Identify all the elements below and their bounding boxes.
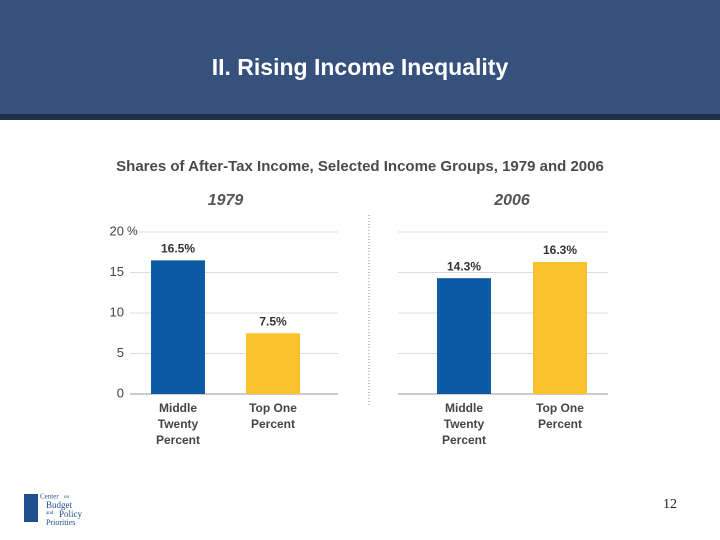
- x-tick-label: Percent: [156, 433, 200, 447]
- y-unit: %: [127, 224, 138, 238]
- value-label: 7.5%: [259, 314, 287, 328]
- bar: [151, 260, 205, 394]
- logo-icon: [24, 494, 38, 522]
- logo-text: Budget: [46, 500, 72, 510]
- bar: [437, 278, 491, 394]
- bar: [246, 333, 300, 394]
- logo-text: and: [46, 511, 54, 516]
- page-number: 12: [663, 497, 677, 512]
- x-tick-label: Twenty: [444, 417, 485, 431]
- x-tick-label: Middle: [159, 401, 197, 415]
- header-band: [0, 0, 720, 116]
- logo-text: Priorities: [46, 518, 75, 527]
- x-tick-label: Twenty: [158, 417, 199, 431]
- x-tick-label: Top One: [249, 401, 297, 415]
- x-tick-label: Middle: [445, 401, 483, 415]
- chart-title: Shares of After-Tax Income, Selected Inc…: [116, 158, 604, 175]
- logo-text: Center: [40, 493, 59, 501]
- slide-title: II. Rising Income Inequality: [212, 54, 509, 80]
- header-edge: [0, 114, 720, 120]
- value-label: 16.3%: [543, 243, 577, 257]
- y-tick-label: 0: [117, 385, 124, 400]
- panel-title: 1979: [208, 192, 244, 209]
- y-tick-label: 10: [110, 304, 124, 319]
- x-tick-label: Top One: [536, 401, 584, 415]
- y-tick-label: 20: [110, 223, 124, 238]
- logo-text: on: [64, 495, 70, 500]
- panel-title: 2006: [493, 192, 530, 209]
- y-tick-label: 5: [117, 345, 124, 360]
- bar: [533, 261, 587, 394]
- logo: Center on Budget and Policy Priorities: [24, 493, 83, 527]
- value-label: 14.3%: [447, 259, 481, 273]
- y-tick-label: 15: [110, 264, 124, 279]
- value-label: 16.5%: [161, 242, 195, 256]
- x-tick-label: Percent: [538, 417, 582, 431]
- x-tick-label: Percent: [251, 417, 295, 431]
- x-tick-label: Percent: [442, 433, 486, 447]
- logo-text: Policy: [59, 509, 83, 519]
